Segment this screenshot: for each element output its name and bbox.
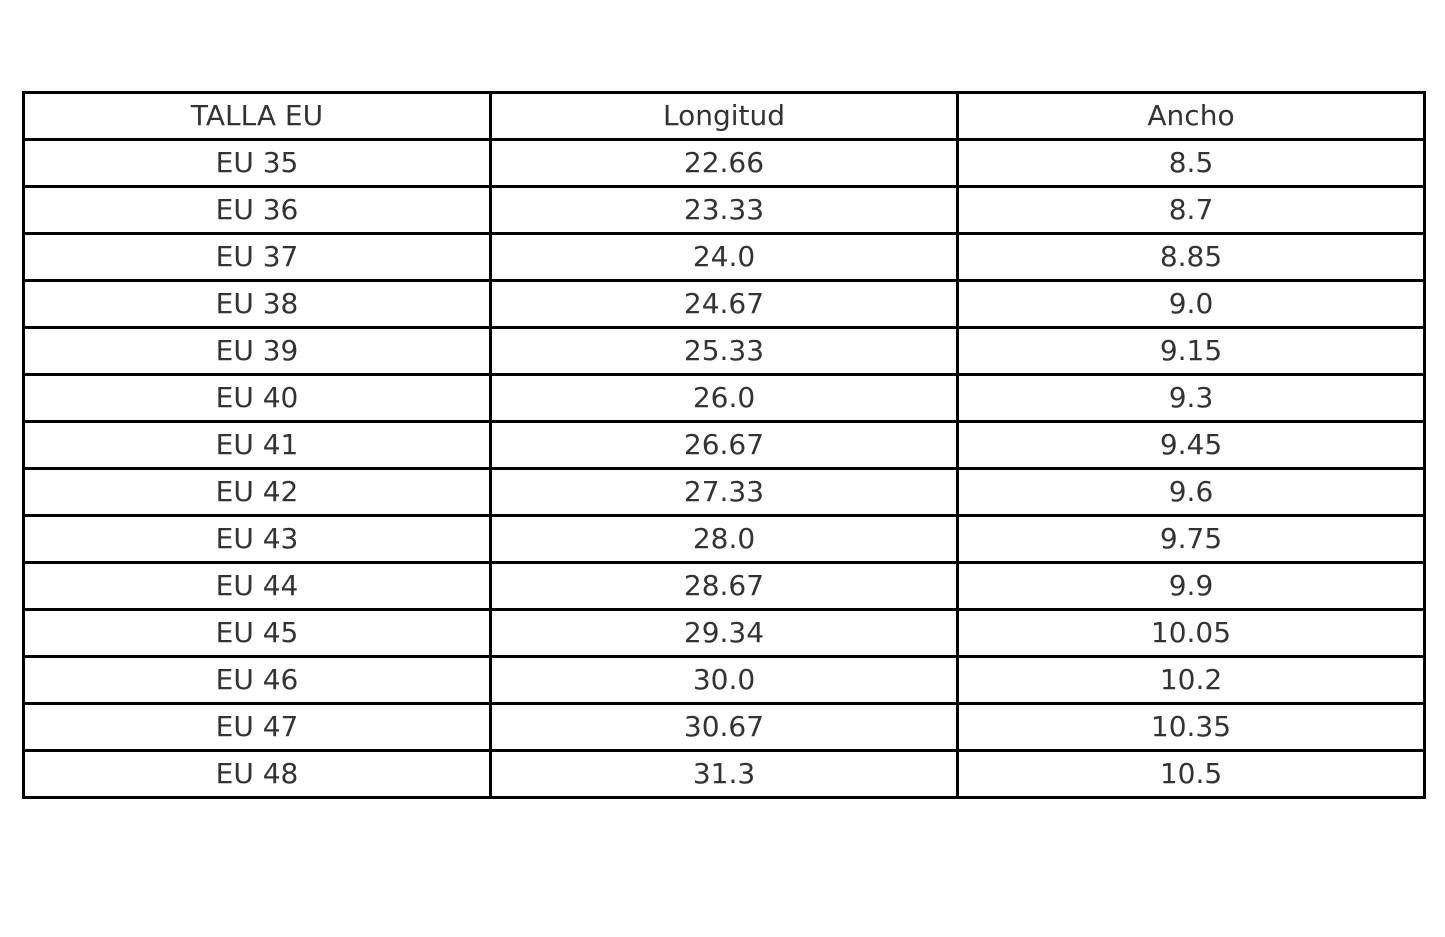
cell: EU 48 [22,749,492,799]
table-row: EU 40 26.0 9.3 [22,373,1426,423]
cell: 9.3 [956,373,1426,423]
cell: EU 44 [22,561,492,611]
cell: EU 39 [22,326,492,376]
cell: 8.85 [956,232,1426,282]
cell: EU 37 [22,232,492,282]
cell: 9.9 [956,561,1426,611]
table-row: EU 37 24.0 8.85 [22,232,1426,282]
header-cell: Longitud [489,91,959,141]
cell: 24.0 [489,232,959,282]
cell: EU 35 [22,138,492,188]
table-row: EU 47 30.67 10.35 [22,702,1426,752]
cell: EU 40 [22,373,492,423]
table-row: EU 46 30.0 10.2 [22,655,1426,705]
cell: EU 45 [22,608,492,658]
cell: EU 46 [22,655,492,705]
cell: 22.66 [489,138,959,188]
cell: EU 41 [22,420,492,470]
cell: 9.0 [956,279,1426,329]
cell: EU 47 [22,702,492,752]
cell: 10.2 [956,655,1426,705]
cell: 9.15 [956,326,1426,376]
table-row: EU 36 23.33 8.7 [22,185,1426,235]
cell: EU 38 [22,279,492,329]
cell: 10.05 [956,608,1426,658]
table-row: EU 39 25.33 9.15 [22,326,1426,376]
table-row: EU 38 24.67 9.0 [22,279,1426,329]
table-row: EU 43 28.0 9.75 [22,514,1426,564]
cell: 9.6 [956,467,1426,517]
header-cell: Ancho [956,91,1426,141]
cell: 26.67 [489,420,959,470]
cell: 30.0 [489,655,959,705]
table-row: EU 48 31.3 10.5 [22,749,1426,799]
cell: 25.33 [489,326,959,376]
cell: 23.33 [489,185,959,235]
table-row: EU 35 22.66 8.5 [22,138,1426,188]
size-table: TALLA EU Longitud Ancho EU 35 22.66 8.5 EU 36 2… [22,91,1426,799]
cell: 27.33 [489,467,959,517]
table-row: EU 41 26.67 9.45 [22,420,1426,470]
cell: EU 36 [22,185,492,235]
cell: 10.35 [956,702,1426,752]
cell: 28.67 [489,561,959,611]
table-row: EU 45 29.34 10.05 [22,608,1426,658]
cell: EU 43 [22,514,492,564]
cell: 9.75 [956,514,1426,564]
cell: 24.67 [489,279,959,329]
cell: EU 42 [22,467,492,517]
cell: 28.0 [489,514,959,564]
cell: 8.7 [956,185,1426,235]
cell: 8.5 [956,138,1426,188]
cell: 31.3 [489,749,959,799]
cell: 30.67 [489,702,959,752]
cell: 26.0 [489,373,959,423]
header-cell: TALLA EU [22,91,492,141]
cell: 9.45 [956,420,1426,470]
cell: 10.5 [956,749,1426,799]
table-row: EU 42 27.33 9.6 [22,467,1426,517]
table-row: EU 44 28.67 9.9 [22,561,1426,611]
header-row: TALLA EU Longitud Ancho [22,91,1426,141]
cell: 29.34 [489,608,959,658]
